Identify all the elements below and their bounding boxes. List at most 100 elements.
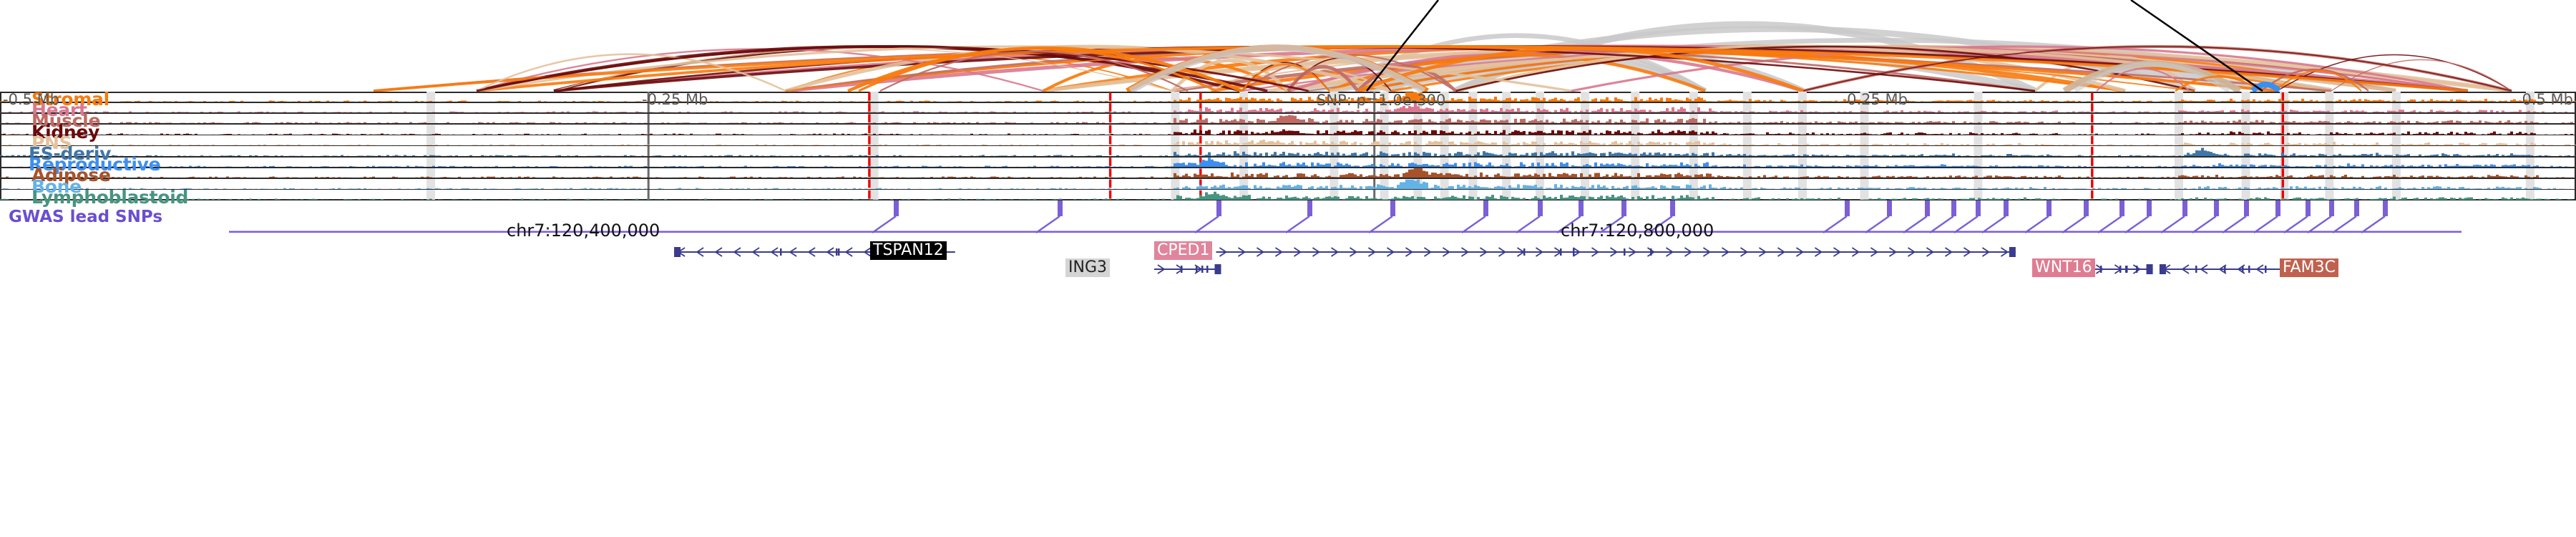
gwas-snp-tick[interactable] — [1976, 200, 1981, 216]
snp-annotation-label: SNP: p=1.0e-300 — [1317, 92, 1446, 109]
gwas-snp-tick[interactable] — [1483, 200, 1488, 216]
chromatin-loop-arc — [1357, 47, 1804, 92]
track-baseline — [0, 134, 2576, 136]
gwas-snp-tick[interactable] — [1887, 200, 1892, 216]
gwas-snp-tick[interactable] — [2306, 200, 2311, 216]
gwas-red-marker-line — [1199, 168, 1202, 178]
exon-tick — [838, 248, 840, 256]
gwas-snp-tick[interactable] — [894, 200, 899, 216]
gwas-snp-connector — [2283, 216, 2308, 233]
gwas-snp-tick[interactable] — [2354, 200, 2359, 216]
gwas-snp-tick[interactable] — [2275, 200, 2280, 216]
track-baseline — [0, 123, 2576, 125]
exon-tick — [836, 248, 838, 256]
gwas-red-marker-line — [2091, 179, 2094, 188]
gwas-snp-connector — [2062, 216, 2087, 233]
strand-chevron — [1386, 247, 1395, 257]
gene-terminal-exon — [674, 247, 681, 257]
gwas-red-marker-line — [868, 168, 871, 178]
gwas-snp-connector — [1556, 216, 1581, 233]
gwas-snp-tick[interactable] — [1390, 200, 1395, 216]
gwas-snp-tick[interactable] — [1845, 200, 1850, 216]
gene-label-wnt16[interactable]: WNT16 — [2032, 258, 2095, 278]
gwas-red-marker-line — [2281, 179, 2284, 188]
gene-terminal-exon — [2009, 247, 2016, 257]
gwas-snp-tick[interactable] — [2214, 200, 2219, 216]
strand-chevron — [1628, 247, 1637, 257]
gwas-snp-tick[interactable] — [1951, 200, 1956, 216]
exon-tick — [1523, 248, 1526, 256]
exon-tick — [1573, 248, 1575, 256]
strand-chevron — [1646, 247, 1656, 257]
gwas-snp-connector — [1981, 216, 2006, 233]
gene-terminal-exon — [2146, 264, 2153, 274]
exon-tick — [1206, 266, 1209, 273]
signal-profile — [0, 103, 2576, 113]
gwas-snp-tick[interactable] — [2329, 200, 2334, 216]
gwas-snp-tick[interactable] — [1621, 200, 1626, 216]
gene-label-cped1[interactable]: CPED1 — [1154, 241, 1213, 261]
gwas-snp-connector — [2307, 216, 2332, 233]
exon-tick — [1560, 248, 1562, 256]
track-label-bone: Bone — [31, 175, 82, 197]
track-label-stromal: Stromal — [31, 89, 109, 110]
gwas-snp-tick[interactable] — [1670, 200, 1675, 216]
strand-chevron — [1312, 247, 1321, 257]
chromatin-loop-arc — [1455, 45, 2195, 92]
strand-chevron — [733, 247, 741, 257]
gene-label-ing3[interactable]: ING3 — [1065, 258, 1110, 278]
gwas-snp-connector — [1516, 216, 1541, 233]
gwas-snp-tick[interactable] — [1307, 200, 1312, 216]
gwas-snp-tick[interactable] — [1579, 200, 1584, 216]
strand-chevron — [1176, 264, 1184, 274]
gwas-red-marker-line — [1108, 92, 1112, 101]
strand-chevron — [2132, 264, 2142, 274]
gwas-snp-connector — [2253, 216, 2278, 233]
gwas-red-marker-line — [868, 92, 871, 101]
chromatin-loop-arc — [1571, 45, 2469, 92]
gwas-snp-tick[interactable] — [2383, 200, 2388, 216]
gwas-snp-tick[interactable] — [1058, 200, 1063, 216]
gwas-red-marker-line — [868, 114, 871, 123]
track-label-pns: PNS — [31, 132, 72, 153]
gwas-snp-tick[interactable] — [2182, 200, 2187, 216]
gwas-snp-tick[interactable] — [2147, 200, 2152, 216]
axis-tick-label-0: -0.5 Mb — [3, 91, 60, 108]
exon-tick — [2100, 266, 2102, 273]
track-label-kidney: Kidney — [31, 121, 100, 142]
gwas-red-marker-line — [2281, 190, 2284, 199]
coordinate-label-0: chr7:120,400,000 — [507, 221, 660, 241]
strand-chevron — [1665, 247, 1674, 257]
gwas-snp-connector — [2192, 216, 2217, 233]
gwas-red-marker-line — [1199, 190, 1202, 199]
gwas-snp-connector — [1823, 216, 1848, 233]
chromatin-loop-arc — [1287, 64, 1360, 92]
snp-leader-line — [1366, 0, 1439, 92]
exon-tick — [1650, 248, 1652, 256]
chromatin-loop-arc — [2175, 75, 2262, 92]
gwas-snp-tick[interactable] — [2046, 200, 2051, 216]
gwas-snp-tick[interactable] — [1216, 200, 1221, 216]
strand-chevron — [1591, 247, 1600, 257]
exon-tick — [1201, 266, 1204, 273]
chromatin-loop-arc — [2260, 68, 2369, 92]
strand-chevron — [1795, 247, 1805, 257]
gwas-snp-tick[interactable] — [1538, 200, 1543, 216]
gene-label-tspan12[interactable]: TSPAN12 — [870, 241, 947, 261]
strand-chevron — [1907, 247, 1916, 257]
strand-chevron — [863, 247, 872, 257]
gwas-snp-tick[interactable] — [2084, 200, 2089, 216]
gene-label-fam3c[interactable]: FAM3C — [2280, 258, 2339, 278]
gwas-red-marker-line — [868, 103, 871, 112]
track-baseline — [0, 102, 2576, 103]
gwas-snp-connector — [1035, 216, 1060, 233]
gwas-snp-tick[interactable] — [2244, 200, 2249, 216]
gwas-snp-tick[interactable] — [2004, 200, 2009, 216]
chromatin-loop-arc — [476, 45, 1572, 92]
chromatin-loop-arc — [1128, 44, 1426, 92]
gwas-snp-tick[interactable] — [1925, 200, 1930, 216]
signal-profile — [0, 139, 2576, 145]
gwas-snp-tick[interactable] — [2119, 200, 2124, 216]
gwas-snp-connector — [1368, 216, 1393, 233]
